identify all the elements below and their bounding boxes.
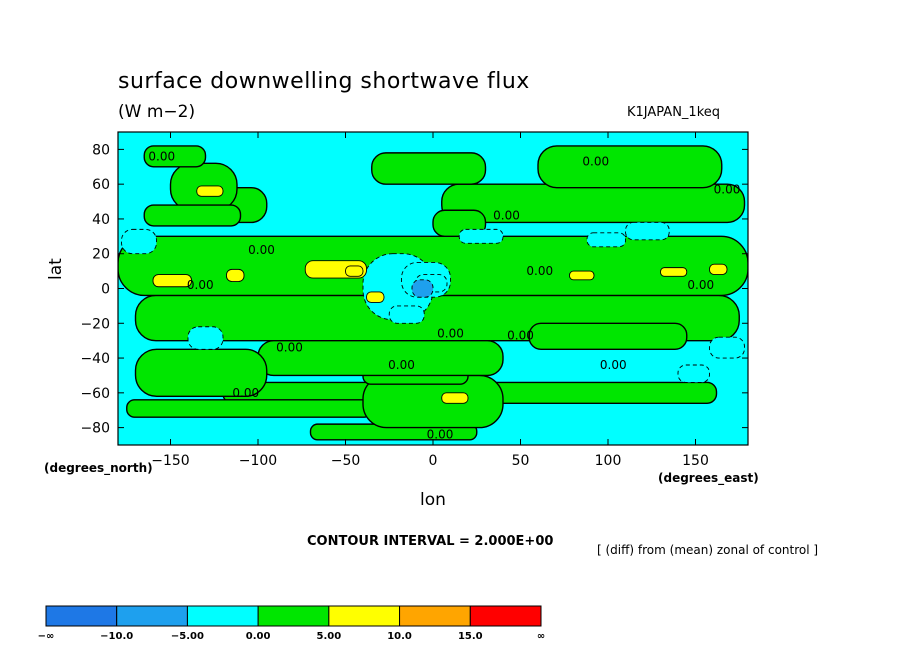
x-axis-unit-label: (degrees_east) <box>658 471 759 485</box>
x-tick-label: −100 <box>239 453 277 469</box>
contour-region <box>143 204 242 227</box>
y-tick-label: 0 <box>101 282 110 298</box>
colorbar-label: 0.00 <box>246 631 271 642</box>
contour-region <box>709 263 728 276</box>
colorbar-label: ∞ <box>537 631 545 642</box>
contour-region <box>152 274 192 288</box>
colorbar: −∞ −10.0 −5.00 0.00 5.00 10.0 15.0 ∞ <box>38 605 545 642</box>
colorbar-swatch <box>257 605 330 627</box>
contour-region <box>345 265 364 277</box>
colorbar-label: 10.0 <box>387 631 412 642</box>
contour-region <box>388 305 425 324</box>
contour-label: 0.00 <box>276 341 303 355</box>
colorbar-swatch <box>45 605 118 627</box>
contour-label: 0.00 <box>507 328 534 342</box>
colorbar-swatch <box>116 605 188 627</box>
diff-note: [ (diff) from (mean) zonal of control ] <box>597 543 819 557</box>
contour-label: 0.00 <box>526 264 553 278</box>
contour-region <box>226 268 245 282</box>
colorbar-label: 5.00 <box>317 631 342 642</box>
contour-label: 0.00 <box>582 155 609 169</box>
contour-label: 0.00 <box>232 386 259 400</box>
contour-region <box>528 322 688 351</box>
contour-region <box>709 336 745 359</box>
y-tick-label: −20 <box>80 316 110 332</box>
contour-region <box>569 270 595 281</box>
x-tick-label: 100 <box>595 453 622 469</box>
contour-region <box>537 145 723 189</box>
colorbar-label: 15.0 <box>458 631 483 642</box>
contour-label: 0.00 <box>187 278 214 292</box>
x-axis: −150 −100 −50 0 50 100 150 <box>151 132 709 469</box>
contour-region <box>143 145 207 168</box>
y-axis: −80 −60 −40 −20 0 20 40 60 80 <box>80 142 748 437</box>
colorbar-label: −10.0 <box>100 631 133 642</box>
chart-units: (W m−2) <box>118 102 196 122</box>
x-tick-label: −150 <box>151 453 189 469</box>
filled-contour-regions <box>118 145 748 441</box>
contour-region <box>366 291 385 303</box>
contour-label: 0.00 <box>388 358 415 372</box>
y-tick-label: 40 <box>92 212 110 228</box>
contour-label: 0.00 <box>714 182 741 196</box>
contour-region <box>660 267 688 277</box>
contour-label: 0.00 <box>427 428 454 442</box>
contour-label: 0.00 <box>248 243 275 257</box>
colorbar-label: −∞ <box>38 631 55 642</box>
chart-title: surface downwelling shortwave flux <box>118 69 530 94</box>
y-tick-label: −40 <box>80 351 110 367</box>
y-tick-label: 20 <box>92 247 110 263</box>
y-axis-label: lat <box>46 258 66 280</box>
contour-label: 0.00 <box>493 208 520 222</box>
x-tick-label: −50 <box>331 453 361 469</box>
contour-interval-text: CONTOUR INTERVAL = 2.000E+00 <box>307 534 554 549</box>
contour-label: 0.00 <box>687 278 714 292</box>
contour-label: 0.00 <box>600 358 627 372</box>
y-tick-label: 60 <box>92 177 110 193</box>
contour-region <box>126 399 373 418</box>
contour-label: 0.00 <box>148 149 175 163</box>
contour-region <box>441 392 469 404</box>
contour-region <box>196 185 224 197</box>
contour-region <box>625 221 670 241</box>
colorbar-swatch <box>186 605 259 627</box>
contour-region <box>121 228 157 255</box>
contour-label: 0.00 <box>437 327 464 341</box>
contour-region <box>411 279 434 298</box>
contour-region <box>586 232 626 248</box>
contour-region <box>441 183 746 224</box>
y-axis-unit-label: (degrees_north) <box>44 461 153 475</box>
x-tick-label: 0 <box>429 453 438 469</box>
contour-labels: 0.00 0.00 0.00 0.00 0.00 0.00 0.00 0.00 0.00 0.00… <box>148 149 740 441</box>
y-tick-label: −60 <box>80 386 110 402</box>
y-tick-label: 80 <box>92 142 110 158</box>
colorbar-label: −5.00 <box>171 631 204 642</box>
x-tick-label: 50 <box>512 453 530 469</box>
contour-region <box>458 228 504 244</box>
contour-region <box>371 152 487 185</box>
colorbar-swatch <box>399 605 471 627</box>
y-tick-label: −80 <box>80 421 110 437</box>
colorbar-swatch <box>469 605 542 627</box>
x-axis-label: lon <box>420 490 446 510</box>
contour-region <box>187 326 224 350</box>
plot-area: 0.00 0.00 0.00 0.00 0.00 0.00 0.00 0.00 0.00 0.00… <box>117 131 749 446</box>
run-id: K1JAPAN_1keq <box>627 105 721 120</box>
colorbar-swatch <box>328 605 401 627</box>
contour-region <box>677 364 710 383</box>
x-tick-label: 150 <box>682 453 709 469</box>
